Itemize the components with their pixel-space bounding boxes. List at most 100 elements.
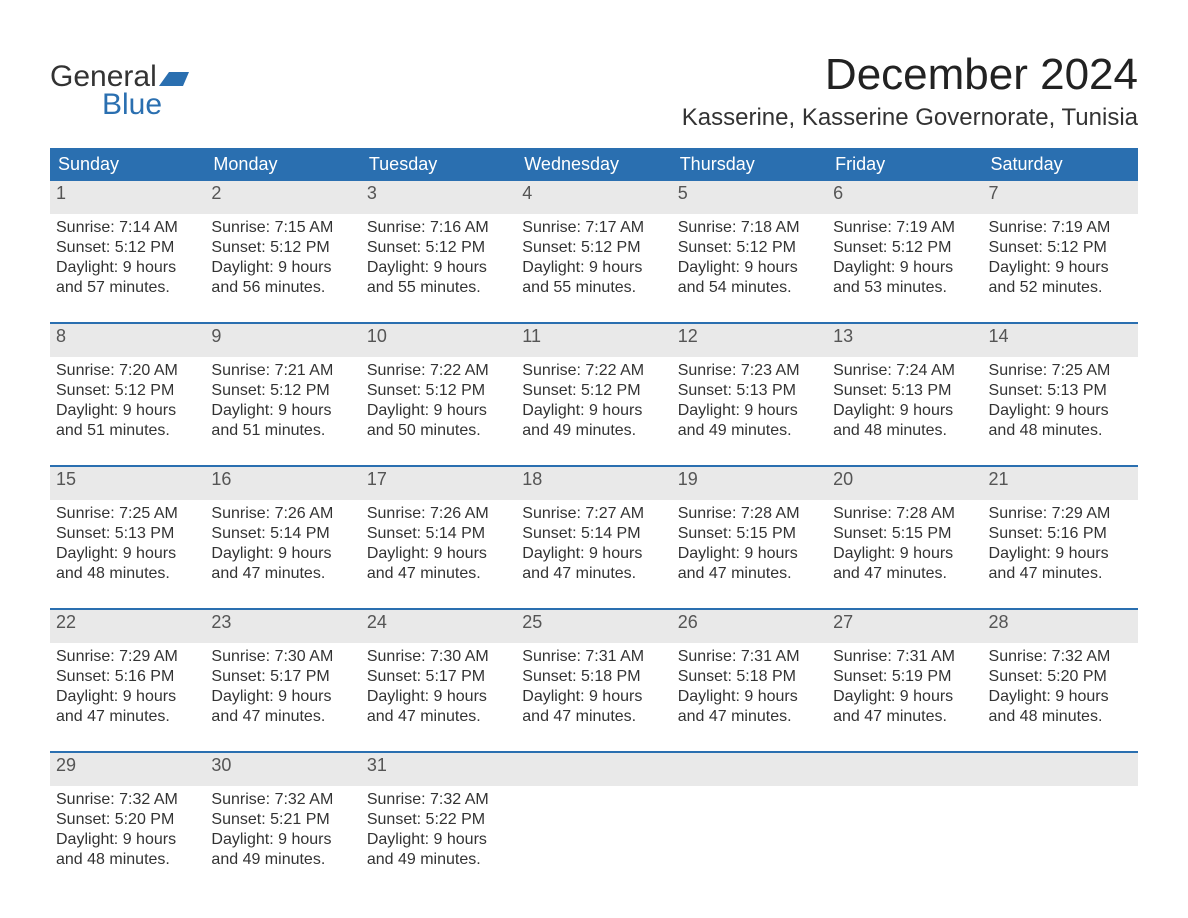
day-number: 27: [827, 610, 982, 635]
day-cell-body: Sunrise: 7:28 AMSunset: 5:15 PMDaylight:…: [672, 500, 827, 588]
daylight-text: Daylight: 9 hours: [211, 401, 352, 421]
day-number: 14: [983, 324, 1138, 349]
sunrise-text: Sunrise: 7:24 AM: [833, 361, 974, 381]
daylight-text: and 57 minutes.: [56, 278, 197, 298]
day-cell-number: 9: [205, 324, 360, 357]
sunset-text: Sunset: 5:12 PM: [367, 238, 508, 258]
daylight-text: Daylight: 9 hours: [211, 258, 352, 278]
day-cell-body: Sunrise: 7:22 AMSunset: 5:12 PMDaylight:…: [361, 357, 516, 445]
sunrise-text: Sunrise: 7:17 AM: [522, 218, 663, 238]
day-number: 16: [205, 467, 360, 492]
day-cell-number: 7: [983, 181, 1138, 214]
sunset-text: Sunset: 5:20 PM: [989, 667, 1130, 687]
day-cell-body: Sunrise: 7:30 AMSunset: 5:17 PMDaylight:…: [361, 643, 516, 731]
day-cell-body: Sunrise: 7:14 AMSunset: 5:12 PMDaylight:…: [50, 214, 205, 302]
day-cell-number: 13: [827, 324, 982, 357]
day-number: 3: [361, 181, 516, 206]
day-cell-number: 1: [50, 181, 205, 214]
daylight-text: and 47 minutes.: [56, 707, 197, 727]
day-number: 1: [50, 181, 205, 206]
day-cell-body: Sunrise: 7:24 AMSunset: 5:13 PMDaylight:…: [827, 357, 982, 445]
daylight-text: Daylight: 9 hours: [678, 258, 819, 278]
day-header: Wednesday: [516, 148, 671, 181]
day-cell-body: Sunrise: 7:23 AMSunset: 5:13 PMDaylight:…: [672, 357, 827, 445]
daylight-text: and 47 minutes.: [989, 564, 1130, 584]
daylight-text: and 52 minutes.: [989, 278, 1130, 298]
day-cell-number: 14: [983, 324, 1138, 357]
daylight-text: Daylight: 9 hours: [367, 258, 508, 278]
daylight-text: and 48 minutes.: [989, 421, 1130, 441]
daylight-text: and 47 minutes.: [522, 707, 663, 727]
daylight-text: Daylight: 9 hours: [522, 687, 663, 707]
sunset-text: Sunset: 5:13 PM: [989, 381, 1130, 401]
day-number: 2: [205, 181, 360, 206]
day-cell-number: 31: [361, 753, 516, 786]
daylight-text: and 47 minutes.: [211, 707, 352, 727]
daylight-text: and 49 minutes.: [367, 850, 508, 870]
daylight-text: Daylight: 9 hours: [678, 401, 819, 421]
daylight-text: Daylight: 9 hours: [522, 544, 663, 564]
day-cell-body: Sunrise: 7:31 AMSunset: 5:19 PMDaylight:…: [827, 643, 982, 731]
day-cell-body: Sunrise: 7:19 AMSunset: 5:12 PMDaylight:…: [983, 214, 1138, 302]
sunrise-text: Sunrise: 7:25 AM: [989, 361, 1130, 381]
sunrise-text: Sunrise: 7:32 AM: [56, 790, 197, 810]
daynum-row: 1234567: [50, 181, 1138, 214]
day-number: 21: [983, 467, 1138, 492]
daylight-text: Daylight: 9 hours: [367, 544, 508, 564]
sunset-text: Sunset: 5:13 PM: [678, 381, 819, 401]
daylight-text: Daylight: 9 hours: [989, 687, 1130, 707]
day-body-row: Sunrise: 7:32 AMSunset: 5:20 PMDaylight:…: [50, 786, 1138, 874]
day-cell-number: [827, 753, 982, 786]
daylight-text: Daylight: 9 hours: [833, 401, 974, 421]
day-number: 10: [361, 324, 516, 349]
day-cell-number: 11: [516, 324, 671, 357]
day-header-row: Sunday Monday Tuesday Wednesday Thursday…: [50, 148, 1138, 181]
daylight-text: Daylight: 9 hours: [56, 258, 197, 278]
day-cell-number: 5: [672, 181, 827, 214]
day-cell-number: 24: [361, 610, 516, 643]
day-cell-body: Sunrise: 7:28 AMSunset: 5:15 PMDaylight:…: [827, 500, 982, 588]
daylight-text: Daylight: 9 hours: [833, 258, 974, 278]
daylight-text: Daylight: 9 hours: [833, 544, 974, 564]
day-number: 6: [827, 181, 982, 206]
sunrise-text: Sunrise: 7:20 AM: [56, 361, 197, 381]
day-cell-number: 28: [983, 610, 1138, 643]
week-row: 293031Sunrise: 7:32 AMSunset: 5:20 PMDay…: [50, 751, 1138, 874]
daylight-text: Daylight: 9 hours: [211, 830, 352, 850]
location-text: Kasserine, Kasserine Governorate, Tunisi…: [682, 104, 1138, 132]
daylight-text: and 50 minutes.: [367, 421, 508, 441]
daylight-text: Daylight: 9 hours: [989, 401, 1130, 421]
daylight-text: Daylight: 9 hours: [56, 401, 197, 421]
sunrise-text: Sunrise: 7:14 AM: [56, 218, 197, 238]
day-number: 25: [516, 610, 671, 635]
day-number: 18: [516, 467, 671, 492]
sunrise-text: Sunrise: 7:32 AM: [211, 790, 352, 810]
sunset-text: Sunset: 5:12 PM: [678, 238, 819, 258]
day-cell-number: 21: [983, 467, 1138, 500]
daylight-text: Daylight: 9 hours: [56, 830, 197, 850]
sunset-text: Sunset: 5:16 PM: [56, 667, 197, 687]
day-cell-number: 19: [672, 467, 827, 500]
daylight-text: Daylight: 9 hours: [522, 258, 663, 278]
day-number: 7: [983, 181, 1138, 206]
daylight-text: and 47 minutes.: [367, 564, 508, 584]
header: General Blue December 2024 Kasserine, Ka…: [50, 40, 1138, 140]
week-row: 891011121314Sunrise: 7:20 AMSunset: 5:12…: [50, 322, 1138, 445]
day-number: 30: [205, 753, 360, 778]
day-cell-number: 29: [50, 753, 205, 786]
day-cell-body: [827, 786, 982, 874]
day-cell-number: 16: [205, 467, 360, 500]
day-cell-body: Sunrise: 7:19 AMSunset: 5:12 PMDaylight:…: [827, 214, 982, 302]
day-cell-number: 25: [516, 610, 671, 643]
day-header: Thursday: [672, 148, 827, 181]
daylight-text: Daylight: 9 hours: [522, 401, 663, 421]
brand-blue: Blue: [102, 88, 162, 122]
daylight-text: Daylight: 9 hours: [56, 544, 197, 564]
day-header: Saturday: [983, 148, 1138, 181]
day-cell-body: Sunrise: 7:18 AMSunset: 5:12 PMDaylight:…: [672, 214, 827, 302]
day-cell-number: 3: [361, 181, 516, 214]
day-cell-number: 18: [516, 467, 671, 500]
page-title: December 2024: [682, 50, 1138, 100]
daylight-text: and 53 minutes.: [833, 278, 974, 298]
sunset-text: Sunset: 5:18 PM: [522, 667, 663, 687]
